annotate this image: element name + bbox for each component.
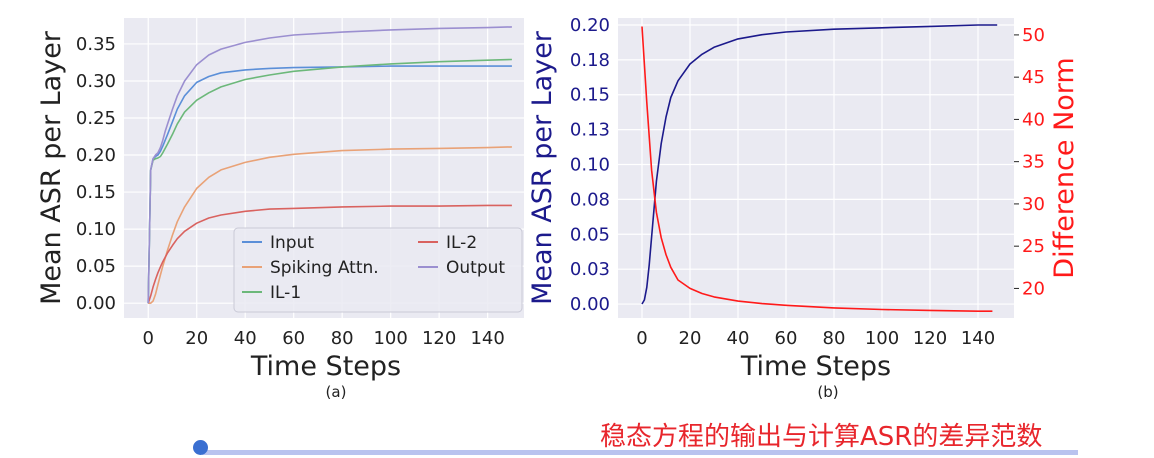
x-tick-label: 120	[422, 328, 456, 349]
x-tick-label: 60	[775, 328, 798, 349]
y-tick-label: 0.13	[570, 120, 610, 141]
x-tick-label: 80	[331, 328, 354, 349]
series-b	[641, 24, 998, 313]
x-tick-label: 40	[234, 328, 257, 349]
series-a	[147, 26, 512, 305]
y-tick-label: 0.18	[570, 50, 610, 71]
x-tick-label: 100	[865, 328, 899, 349]
legend-label-spiking-attn: Spiking Attn.	[270, 258, 379, 278]
x-axis-label-a: Time Steps	[250, 351, 401, 382]
y-tick-label: 0.10	[76, 219, 116, 240]
x-ticks-a: 0 20 40 60 80 100 120 140	[143, 328, 505, 349]
y2-tick-label: 25	[1022, 236, 1045, 257]
y-axis-label-a: Mean ASR per Layer	[36, 30, 67, 305]
series-line-spiking-attn	[148, 146, 512, 305]
subtitle-b: (b)	[817, 383, 838, 401]
y2-tick-label: 35	[1022, 152, 1045, 173]
y2-tick-label: 30	[1022, 194, 1045, 215]
series-line-il-1	[147, 58, 512, 304]
y-tick-label: 0.35	[76, 34, 116, 55]
series-line-output	[147, 26, 512, 304]
y-tick-label: 0.25	[76, 108, 116, 129]
x-tick-label: 80	[823, 328, 846, 349]
y-axis-label-b: Mean ASR per Layer	[527, 30, 558, 305]
y-tick-label: 0.20	[570, 15, 610, 36]
y-ticks-a: 0.00 0.05 0.10 0.15 0.20 0.25 0.30 0.35	[76, 34, 116, 314]
x-ticks-b: 0 20 40 60 80 100 120 140	[636, 328, 995, 349]
y2-tick-label: 20	[1022, 278, 1045, 299]
x-axis-label-b: Time Steps	[740, 351, 891, 382]
x-tick-label: 0	[143, 328, 154, 349]
x-tick-label: 60	[282, 328, 305, 349]
panel-a: 0.00 0.05 0.10 0.15 0.20 0.25 0.30 0.35 0 20 40 60…	[36, 18, 524, 401]
y-tick-label: 0.05	[570, 224, 610, 245]
y-tick-label: 0.30	[76, 71, 116, 92]
y2-tick-label: 50	[1022, 25, 1045, 46]
y2-tick-label: 45	[1022, 67, 1045, 88]
y2-ticks-b: 20 25 30 35 40 45 50	[1014, 25, 1045, 299]
y-tick-label: 0.08	[570, 189, 610, 210]
panel-b: 0.000.030.050.080.100.130.150.180.20 202…	[527, 15, 1080, 401]
grid-b	[618, 18, 1014, 318]
series-line-difference-norm	[641, 26, 993, 313]
y-tick-label: 0.15	[76, 182, 116, 203]
x-tick-label: 20	[185, 328, 208, 349]
slider-handle[interactable]	[193, 440, 208, 455]
caption-text: 稳态方程的输出与计算ASR的差异范数	[600, 422, 1043, 452]
x-tick-label: 120	[913, 328, 947, 349]
slider-track[interactable]	[202, 450, 1078, 455]
x-tick-label: 140	[470, 328, 504, 349]
subtitle-a: (a)	[326, 383, 347, 401]
series-line-mean-asr-per-layer	[641, 24, 998, 305]
x-tick-label: 20	[679, 328, 702, 349]
y-tick-label: 0.00	[570, 294, 610, 315]
legend-items-a: Input Spiking Attn. IL-1 IL-2 Output	[242, 233, 505, 303]
legend-label-input: Input	[270, 233, 314, 253]
y-tick-label: 0.03	[570, 259, 610, 280]
x-tick-label: 100	[373, 328, 407, 349]
legend-label-il-1: IL-1	[270, 283, 301, 303]
y-tick-label: 0.00	[76, 293, 116, 314]
y2-axis-label-b: Difference Norm	[1049, 57, 1080, 278]
legend-label-output: Output	[446, 258, 505, 278]
y-tick-label: 0.05	[76, 256, 116, 277]
y-tick-label: 0.20	[76, 145, 116, 166]
legend-label-il-2: IL-2	[446, 233, 477, 253]
y-tick-label: 0.15	[570, 85, 610, 106]
y-ticks-b: 0.00 0.03 0.05 0.08 0.10 0.13 0.15 0.18 0.20	[570, 15, 610, 315]
legend-a: Input Spiking Attn. IL-1 IL-2 Output	[233, 227, 523, 313]
y2-tick-label: 40	[1022, 109, 1045, 130]
x-tick-label: 0	[636, 328, 647, 349]
x-tick-label: 140	[961, 328, 995, 349]
y-tick-label: 0.10	[570, 155, 610, 176]
legend-box-a	[233, 227, 523, 313]
plot-area-b	[618, 18, 1014, 318]
x-tick-label: 40	[727, 328, 750, 349]
series-line-il-2	[147, 204, 512, 304]
